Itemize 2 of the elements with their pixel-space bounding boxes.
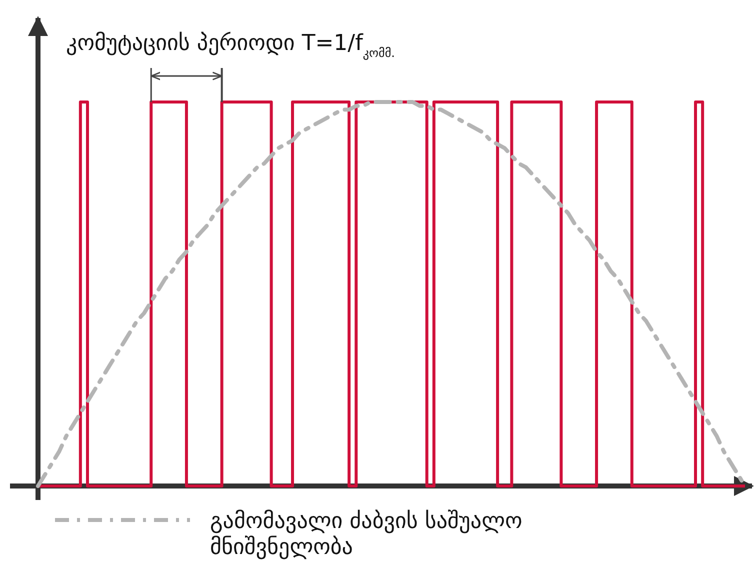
text: კომუტაციის პერიოდი T=1/f$_{კომმ.}$	[66, 31, 396, 60]
text: გამომავალი ძაბვის საშუალო მნიშვნელობა	[210, 509, 522, 560]
